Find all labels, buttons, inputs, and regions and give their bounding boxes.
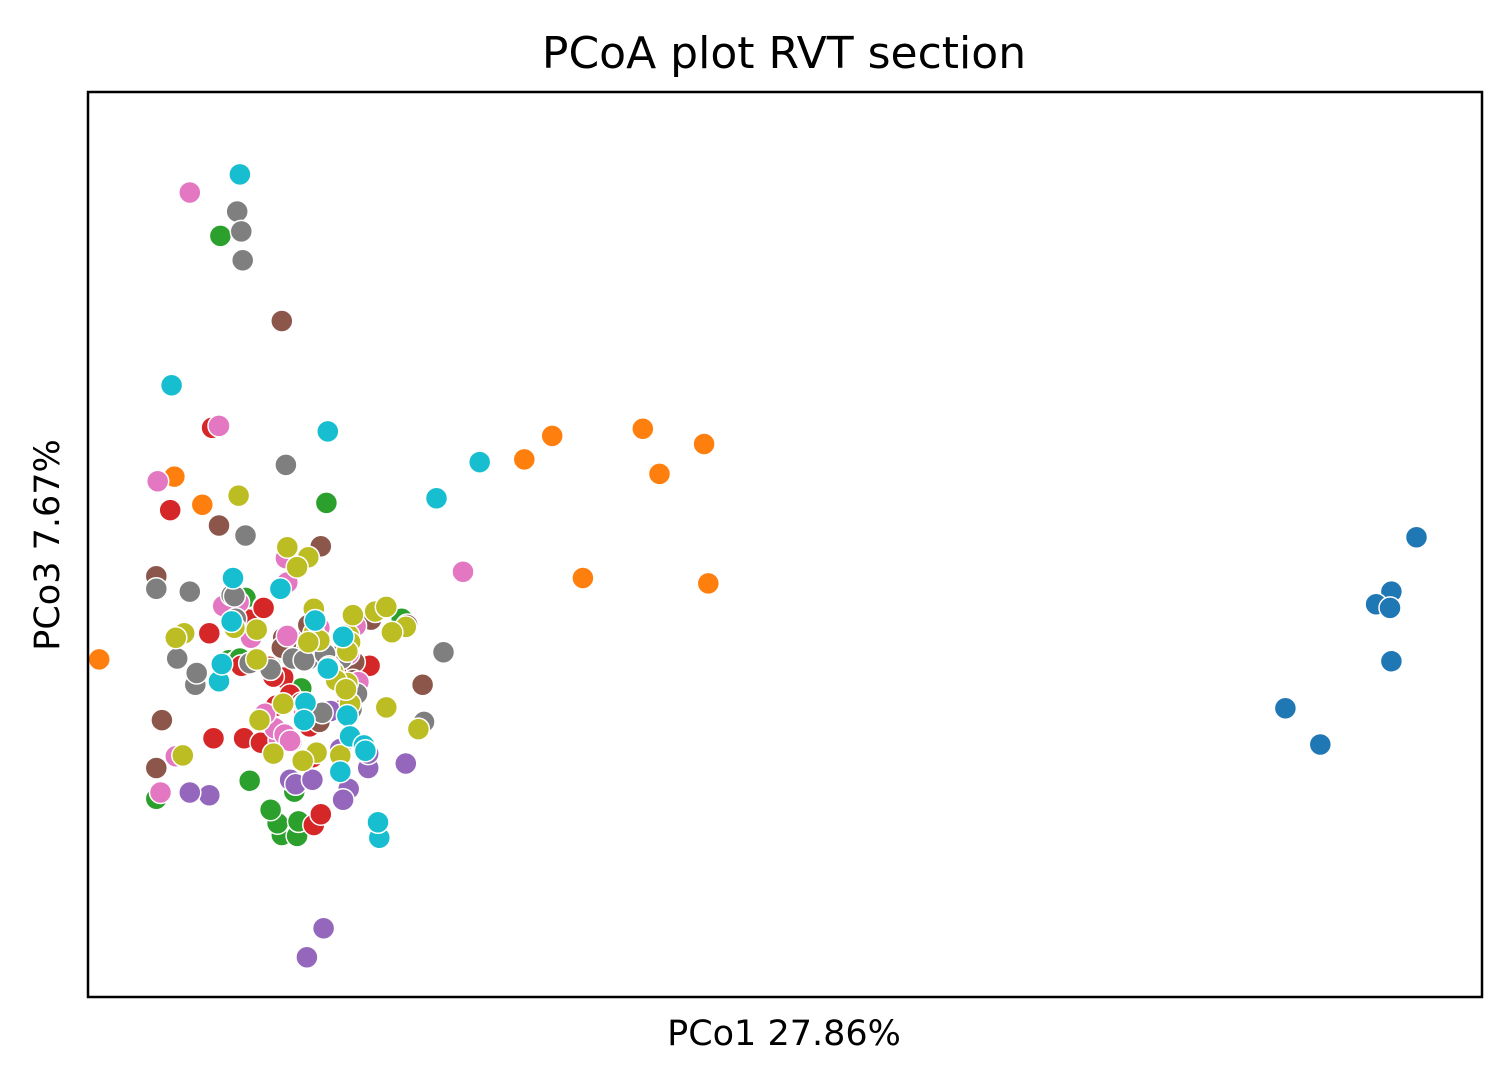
plot-frame <box>86 90 1484 999</box>
scatter-point-s2-p4 <box>237 768 262 793</box>
scatter-point-s1-p4 <box>692 432 716 456</box>
scatter-point-s9-p3 <box>221 566 245 590</box>
chart-title: PCoA plot RVT section <box>542 28 1026 79</box>
scatter-point-s8-p35 <box>247 708 272 732</box>
scatter-point-s9-p13 <box>328 759 353 784</box>
scatter-point-s7-p22 <box>178 579 202 604</box>
scatter-point-s9-p2 <box>316 419 340 444</box>
scatter-point-s9-p7 <box>316 656 340 681</box>
scatter-point-s0-p0 <box>1404 525 1429 550</box>
scatter-point-s4-p0 <box>311 916 336 940</box>
scatter-point-s8-p16 <box>244 647 269 672</box>
scatter-point-s2-p9 <box>258 797 283 822</box>
scatter-point-s9-p19 <box>467 450 492 474</box>
scatter-points <box>87 162 1429 969</box>
scatter-point-s4-p1 <box>295 945 319 969</box>
scatter-point-s6-p0 <box>178 180 202 205</box>
scatter-point-s1-p3 <box>647 462 672 486</box>
scatter-point-s9-p9 <box>210 652 234 676</box>
scatter-point-s9-p6 <box>219 609 244 634</box>
scatter-point-s8-p30 <box>296 630 321 654</box>
scatter-point-s7-p15 <box>431 640 456 664</box>
scatter-point-s7-p23 <box>165 646 189 671</box>
scatter-point-s8-p8 <box>341 603 365 627</box>
scatter-point-s6-p21 <box>451 559 475 584</box>
scatter-point-s8-p3 <box>285 555 309 579</box>
scatter-point-s1-p2 <box>631 416 655 441</box>
scatter-point-s8-p25 <box>261 741 286 766</box>
x-axis-label: PCo1 27.86% <box>667 1014 901 1054</box>
scatter-point-s8-p22 <box>374 695 399 720</box>
scatter-point-s3-p22 <box>309 802 333 826</box>
scatter-point-s6-p14 <box>275 624 300 648</box>
scatter-point-s8-p37 <box>406 717 431 741</box>
scatter-point-s9-p20 <box>424 486 449 511</box>
scatter-point-s7-p21 <box>144 577 169 601</box>
scatter-point-s9-p0 <box>228 162 252 187</box>
scatter-point-s7-p25 <box>184 661 209 685</box>
scatter-point-s5-p6 <box>144 756 169 780</box>
scatter-point-s7-p2 <box>230 248 255 273</box>
scatter-point-s8-p15 <box>271 692 295 716</box>
scatter-point-s1-p1 <box>540 424 564 448</box>
scatter-point-s9-p4 <box>268 577 293 601</box>
scatter-point-s1-p6 <box>696 571 721 596</box>
scatter-point-s4-p4 <box>300 768 325 792</box>
y-axis-label: PCo3 7.67% <box>28 439 68 651</box>
scatter-point-s2-p12 <box>314 491 339 515</box>
scatter-point-s4-p14 <box>197 783 222 807</box>
scatter-point-s9-p1 <box>159 373 184 397</box>
scatter-point-s9-p5 <box>303 608 327 633</box>
scatter-point-s8-p10 <box>380 620 404 645</box>
scatter-point-s3-p1 <box>158 498 182 522</box>
scatter-point-s0-p5 <box>1273 696 1298 721</box>
scatter-point-s6-p1 <box>207 414 231 438</box>
scatter-point-s1-p10 <box>190 492 215 517</box>
scatter-point-s5-p13 <box>410 673 435 697</box>
scatter-point-s0-p6 <box>1308 732 1333 757</box>
scatter-point-s8-p24 <box>290 749 315 773</box>
scatter-point-s5-p5 <box>150 708 174 732</box>
scatter-point-s8-p34 <box>171 743 195 768</box>
scatter-point-s7-p4 <box>233 523 258 548</box>
scatter-point-s8-p1 <box>275 535 300 559</box>
scatter-point-s7-p0 <box>225 199 249 224</box>
scatter-point-s9-p18 <box>366 810 390 835</box>
scatter-point-s9-p11 <box>292 708 316 732</box>
scatter-point-s4-p11 <box>331 787 355 812</box>
scatter-point-s0-p3 <box>1378 596 1402 620</box>
scatter-point-s5-p1 <box>207 513 231 538</box>
scatter-point-s8-p27 <box>244 617 269 642</box>
scatter-point-s6-p20 <box>278 729 302 753</box>
scatter-point-s1-p7 <box>571 566 595 590</box>
scatter-point-s8-p28 <box>374 595 399 619</box>
scatter-point-s3-p2 <box>197 621 222 645</box>
scatter-point-s4-p15 <box>178 780 202 805</box>
scatter-point-s7-p3 <box>274 453 298 477</box>
scatter-point-s5-p2 <box>270 309 294 333</box>
scatter-point-s1-p0 <box>512 447 537 472</box>
scatter-point-s3-p26 <box>251 596 276 620</box>
scatter-point-s8-p0 <box>226 483 251 508</box>
scatter-point-s9-p21 <box>331 625 355 649</box>
scatter-point-s6-p8 <box>148 780 173 805</box>
scatter-point-s2-p0 <box>208 224 233 248</box>
scatter-point-s8-p33 <box>164 625 188 650</box>
scatter-point-s0-p4 <box>1379 649 1404 673</box>
scatter-point-s6-p2 <box>145 469 170 493</box>
scatter-point-s3-p17 <box>201 726 226 750</box>
scatter-point-s9-p12 <box>335 703 360 728</box>
scatter-point-s9-p16 <box>353 739 378 763</box>
scatter-point-s7-p1 <box>229 219 254 244</box>
scatter-point-s8-p31 <box>334 677 358 702</box>
scatter-point-s1-p8 <box>87 647 111 672</box>
scatter-point-s4-p10 <box>394 751 418 776</box>
